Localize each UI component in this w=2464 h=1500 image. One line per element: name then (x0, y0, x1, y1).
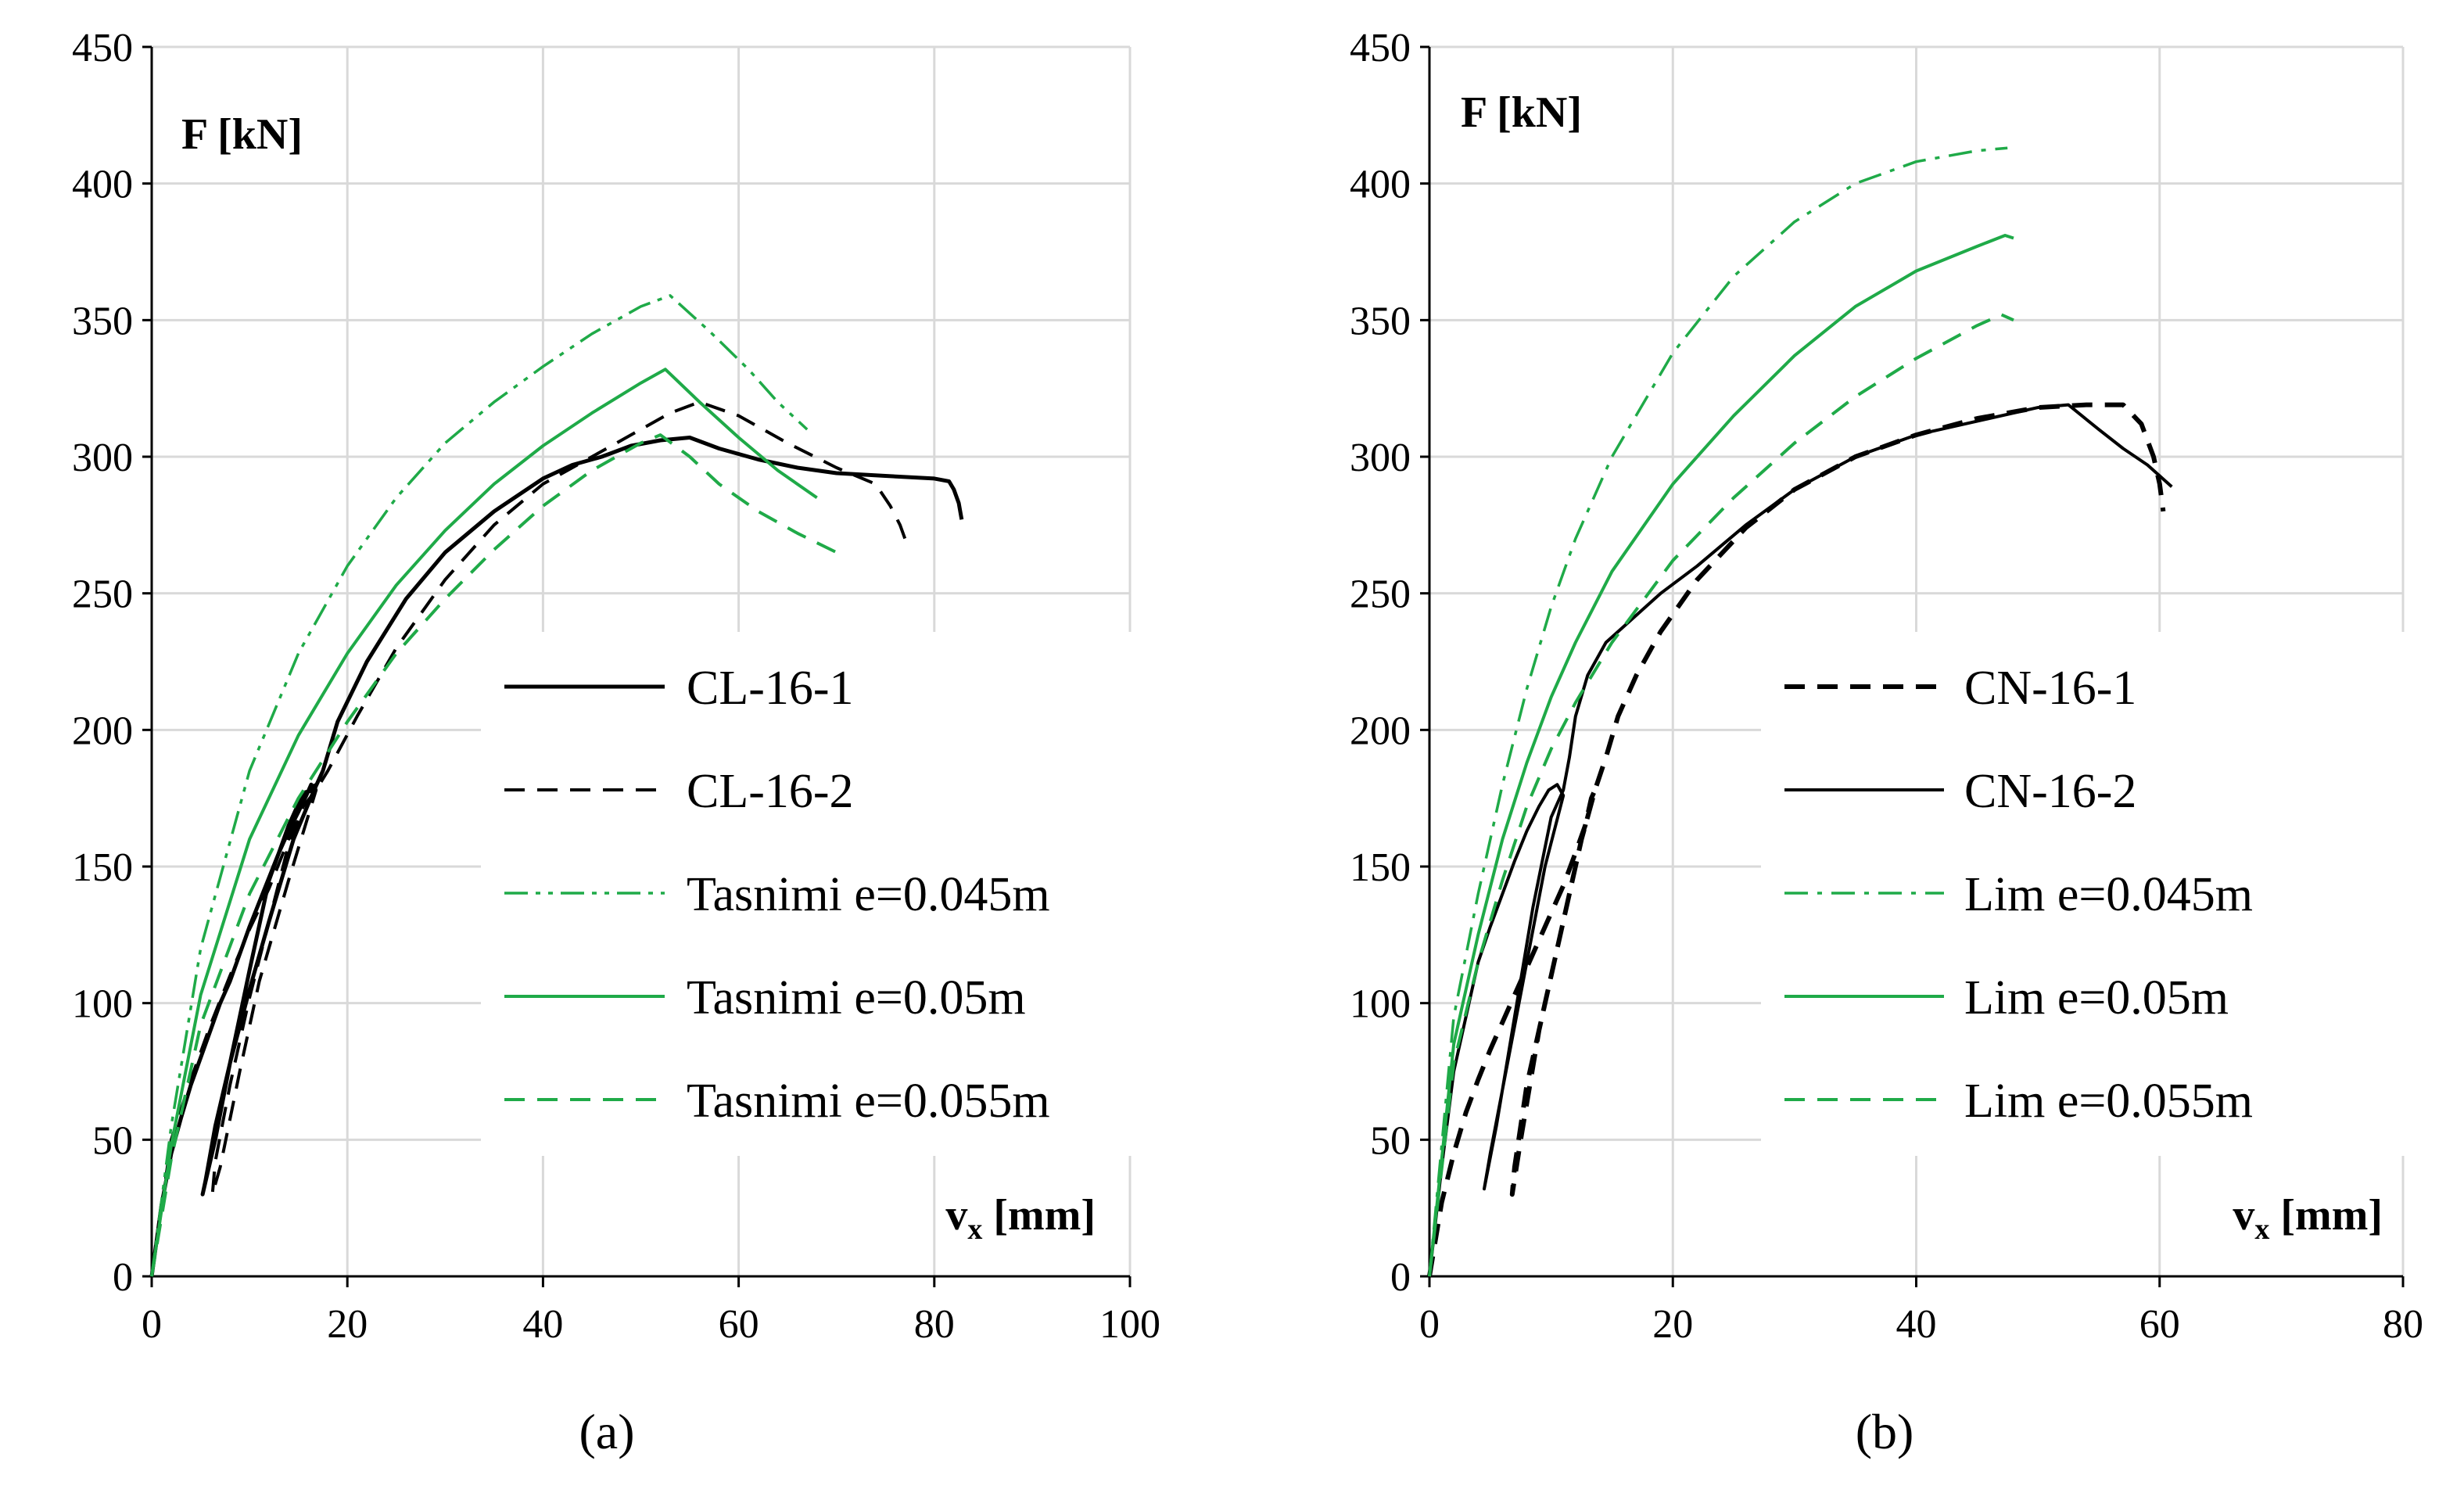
chart-1-x-axis-title: vx [mm] (2233, 1191, 2383, 1246)
chart-0-y-tick-label: 350 (72, 299, 133, 343)
chart-1-x-tick-label: 60 (2139, 1302, 2180, 1347)
chart-0-y-tick-label: 0 (113, 1255, 133, 1300)
chart-1-x-axis-title-sub: x (2254, 1213, 2269, 1246)
chart-1-legend-label: Lim e=0.045m (1964, 868, 2253, 921)
chart-1-series-lim-e-0-05m (1428, 234, 2014, 1277)
chart-1-y-tick-label: 300 (1350, 436, 1411, 480)
chart-0-series-tasnimi-e-0-055m (150, 433, 837, 1277)
chart-0-x-axis-title-main: v (945, 1191, 967, 1240)
chart-1-x-axis-title-unit: [mm] (2269, 1191, 2383, 1240)
chart-1-legend-label: CN-16-1 (1964, 662, 2136, 715)
chart-0-x-tick-label: 80 (914, 1302, 955, 1347)
chart-1-y-tick-label: 450 (1350, 26, 1411, 70)
panel-a-chart: 0 50 100 150 200 250 300 350 400 450 0 20 40 60 80 100 C… (72, 26, 1185, 1459)
chart-1-y-tick-label: 200 (1350, 709, 1411, 753)
chart-0-x-axis-title: vx [mm] (945, 1191, 1096, 1246)
chart-0-legend-label: CL-16-1 (687, 662, 854, 715)
chart-0-x-axis-title-sub: x (967, 1213, 982, 1246)
chart-0-y-tick-label: 150 (72, 845, 133, 890)
chart-0-x-tick-label: 100 (1099, 1302, 1160, 1347)
chart-0-y-tick-label: 300 (72, 436, 133, 480)
chart-0-y-tick-label: 100 (72, 982, 133, 1027)
chart-1-legend-label: Lim e=0.05m (1964, 971, 2229, 1025)
chart-0-x-tick-label: 60 (719, 1302, 759, 1347)
chart-0-x-tick-label: 20 (327, 1302, 368, 1347)
chart-1-x-tick-label: 40 (1896, 1302, 1937, 1347)
chart-1-series-lim-e-0-045m (1428, 146, 2008, 1277)
chart-1-series-lim-e-0-055m (1428, 313, 2014, 1277)
chart-1-y-tick-label: 0 (1390, 1255, 1411, 1300)
chart-1-x-tick-label: 20 (1652, 1302, 1693, 1347)
chart-1-panel-label: (b) (1856, 1404, 1914, 1459)
chart-1-y-axis-title: F [kN] (1461, 88, 1582, 137)
chart-1-x-tick-label: 0 (1419, 1302, 1440, 1347)
chart-1-y-tick-label: 250 (1350, 572, 1411, 617)
chart-0-y-tick-label: 400 (72, 163, 133, 207)
chart-1-x-axis-title-main: v (2233, 1191, 2254, 1240)
chart-0-y-tick-label: 450 (72, 26, 133, 70)
chart-1-y-tick-label: 150 (1350, 845, 1411, 890)
chart-1-legend-background (1761, 632, 2464, 1156)
chart-1-y-tick-label: 350 (1350, 299, 1411, 343)
chart-0-y-axis-title: F [kN] (181, 110, 303, 159)
chart-0-legend-label: Tasnimi e=0.05m (687, 971, 1026, 1025)
chart-1-y-tick-label: 100 (1350, 982, 1411, 1027)
chart-1-x-tick-label: 80 (2383, 1302, 2423, 1347)
chart-0-panel-label: (a) (579, 1404, 634, 1459)
chart-0-legend-background (481, 632, 1185, 1156)
chart-1-legend-label: Lim e=0.055m (1964, 1075, 2253, 1128)
chart-0-x-axis-title-unit: [mm] (982, 1191, 1096, 1240)
chart-0-y-tick-label: 50 (92, 1118, 133, 1163)
chart-0-series-cl-16-2 (150, 400, 907, 1277)
chart-1-legend-label: CN-16-2 (1964, 765, 2136, 818)
chart-1-y-tick-label: 400 (1350, 163, 1411, 207)
chart-0-series-tasnimi-e-0-045m (150, 294, 809, 1277)
chart-1-series-cn-16-1 (1427, 402, 2166, 1277)
panel-b-chart: 0 50 100 150 200 250 300 350 400 450 0 20 40 60 80 CN-1… (1350, 26, 2464, 1459)
chart-1-series-cn-16-2 (1428, 403, 2173, 1277)
chart-0-legend-label: Tasnimi e=0.045m (687, 868, 1050, 921)
chart-0-x-tick-label: 0 (142, 1302, 162, 1347)
chart-0-legend-label: CL-16-2 (687, 765, 854, 818)
chart-0-y-tick-label: 250 (72, 572, 133, 617)
chart-0-y-tick-label: 200 (72, 709, 133, 753)
chart-1-y-tick-label: 50 (1370, 1118, 1411, 1163)
chart-0-x-tick-label: 40 (522, 1302, 563, 1347)
chart-0-legend-label: Tasnimi e=0.055m (687, 1075, 1050, 1128)
chart-0-series-tasnimi-e-0-05m (150, 368, 818, 1277)
